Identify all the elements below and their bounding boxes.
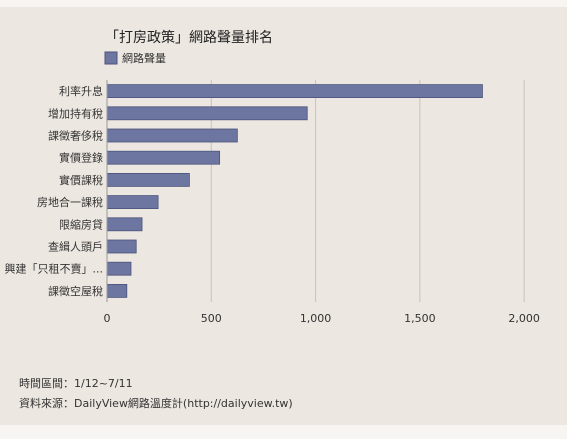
category-label: 實價課稅: [59, 173, 103, 187]
bar: [106, 128, 238, 143]
category-label: 課徵空屋稅: [48, 284, 103, 298]
bar: [106, 150, 221, 165]
x-tick-labels: 0 500 1,000 1,500 2,000: [104, 312, 540, 325]
category-label: 課徵奢侈稅: [48, 129, 103, 143]
bars: [106, 84, 483, 298]
bar: [106, 239, 137, 254]
bar: [106, 195, 159, 210]
bottom-border-strip: [0, 425, 567, 439]
bar: [106, 172, 190, 187]
bar: [106, 217, 143, 232]
category-label: 查緝人頭戶: [48, 240, 103, 254]
footer-source: 資料來源：DailyView網路溫度計(http://dailyview.tw): [19, 397, 293, 410]
bar: [106, 84, 483, 98]
top-border-strip: [0, 0, 567, 7]
bar: [106, 261, 132, 276]
category-label: 興建「只租不賣」...: [5, 262, 104, 276]
category-labels: 利率升息增加持有稅課徵奢侈稅實價登錄實價課稅房地合一課稅限縮房貸查緝人頭戶興建「…: [5, 84, 104, 298]
x-tick-label: 2,000: [508, 312, 540, 325]
category-label: 房地合一課稅: [37, 195, 103, 209]
x-tick-label: 0: [104, 312, 111, 325]
x-tick-label: 500: [201, 312, 222, 325]
category-label: 利率升息: [59, 84, 103, 98]
x-tick-label: 1,500: [404, 312, 436, 325]
category-label: 限縮房貸: [59, 217, 103, 231]
category-label: 實價登錄: [59, 151, 103, 165]
legend-swatch: [104, 51, 118, 65]
bar: [106, 106, 308, 121]
footer-period: 時間區間：1/12~7/11: [19, 377, 133, 390]
x-tick-label: 1,000: [300, 312, 332, 325]
chart-title: 「打房政策」網路聲量排名: [105, 29, 273, 46]
category-label: 增加持有稅: [48, 106, 103, 120]
legend-label: 網路聲量: [122, 51, 166, 65]
bar: [106, 283, 128, 298]
